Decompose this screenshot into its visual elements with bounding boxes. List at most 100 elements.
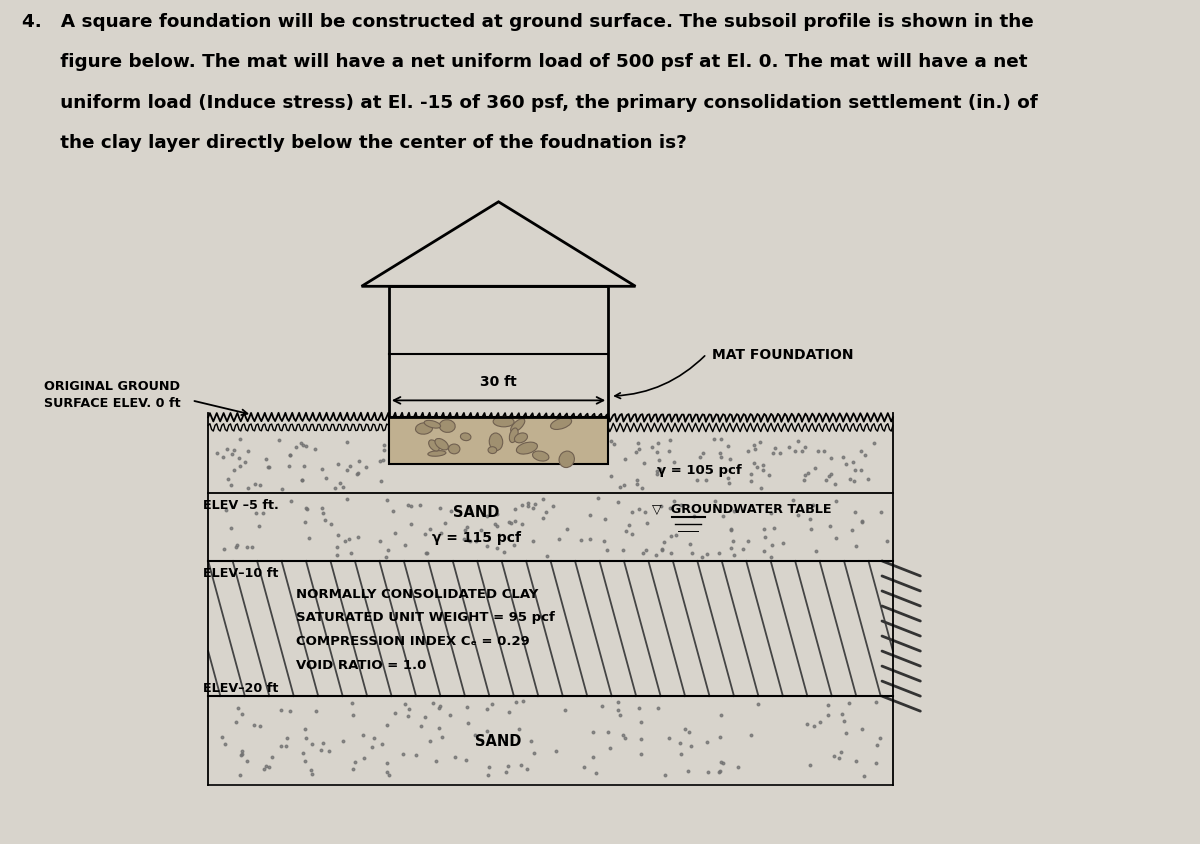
Point <box>725 549 744 562</box>
Point <box>648 468 667 481</box>
Point <box>698 547 718 560</box>
Point <box>293 746 312 760</box>
Point <box>314 506 334 520</box>
Point <box>738 535 757 549</box>
Point <box>371 455 390 468</box>
Point <box>661 530 680 544</box>
Point <box>631 715 650 728</box>
Point <box>672 498 691 511</box>
Ellipse shape <box>461 434 470 441</box>
Point <box>587 766 606 780</box>
Ellipse shape <box>515 434 528 443</box>
Point <box>846 506 865 519</box>
Point <box>648 701 667 715</box>
Point <box>710 765 730 778</box>
Point <box>826 532 845 545</box>
Point <box>533 492 552 506</box>
Point <box>815 445 834 458</box>
Point <box>432 730 451 744</box>
Point <box>356 461 376 474</box>
Point <box>502 517 521 530</box>
Point <box>868 738 887 752</box>
Point <box>338 464 358 478</box>
Point <box>713 510 732 523</box>
Point <box>461 534 480 548</box>
Point <box>296 501 316 515</box>
Point <box>623 528 642 541</box>
Point <box>514 695 533 708</box>
Point <box>719 440 738 453</box>
Point <box>706 495 725 508</box>
Point <box>799 467 818 480</box>
Point <box>630 442 649 456</box>
Point <box>499 516 518 529</box>
Point <box>410 499 430 512</box>
Point <box>271 704 290 717</box>
Point <box>222 448 241 462</box>
Point <box>479 760 498 773</box>
Point <box>798 717 817 731</box>
Point <box>295 516 314 529</box>
Point <box>232 707 251 721</box>
Ellipse shape <box>511 419 524 433</box>
Text: ELEV –5 ft.: ELEV –5 ft. <box>203 499 278 511</box>
Point <box>406 748 425 761</box>
Point <box>583 750 602 764</box>
Point <box>728 760 748 774</box>
Point <box>467 535 486 549</box>
Point <box>749 697 768 711</box>
Point <box>456 524 475 538</box>
Point <box>766 442 785 456</box>
Point <box>761 551 780 565</box>
Point <box>558 522 577 536</box>
Point <box>280 460 299 473</box>
Point <box>292 473 311 487</box>
Point <box>306 704 325 717</box>
Point <box>755 544 774 558</box>
Point <box>355 751 374 765</box>
Point <box>431 700 450 713</box>
Point <box>704 432 724 446</box>
Point <box>227 538 246 552</box>
Point <box>461 503 480 517</box>
Point <box>744 438 763 452</box>
Point <box>866 695 886 709</box>
Point <box>233 748 252 761</box>
Point <box>337 436 356 449</box>
Point <box>238 755 257 768</box>
Point <box>402 500 421 513</box>
Ellipse shape <box>533 452 548 462</box>
Point <box>208 446 227 460</box>
Point <box>583 726 602 739</box>
Point <box>852 463 871 477</box>
Text: SATURATED UNIT WEIGHT = 95 pcf: SATURATED UNIT WEIGHT = 95 pcf <box>296 610 554 624</box>
Point <box>654 536 673 549</box>
Point <box>218 473 238 486</box>
Point <box>298 502 317 516</box>
Point <box>660 445 679 458</box>
Point <box>281 449 300 463</box>
Point <box>608 703 628 717</box>
Point <box>556 704 575 717</box>
Point <box>458 717 478 730</box>
Point <box>709 546 728 560</box>
Point <box>446 750 466 764</box>
Point <box>322 517 341 531</box>
Point <box>319 744 338 758</box>
Point <box>829 751 848 765</box>
Point <box>458 521 478 534</box>
Point <box>780 441 799 454</box>
Point <box>709 766 728 779</box>
Point <box>427 755 446 768</box>
Point <box>842 523 862 537</box>
Point <box>458 533 478 547</box>
Point <box>710 447 730 461</box>
Point <box>328 549 347 562</box>
Point <box>457 754 476 767</box>
Point <box>421 522 440 536</box>
Point <box>269 434 288 447</box>
Point <box>655 768 674 782</box>
Point <box>379 769 398 782</box>
Point <box>259 460 278 473</box>
Text: γ = 115 pcf: γ = 115 pcf <box>432 531 521 544</box>
